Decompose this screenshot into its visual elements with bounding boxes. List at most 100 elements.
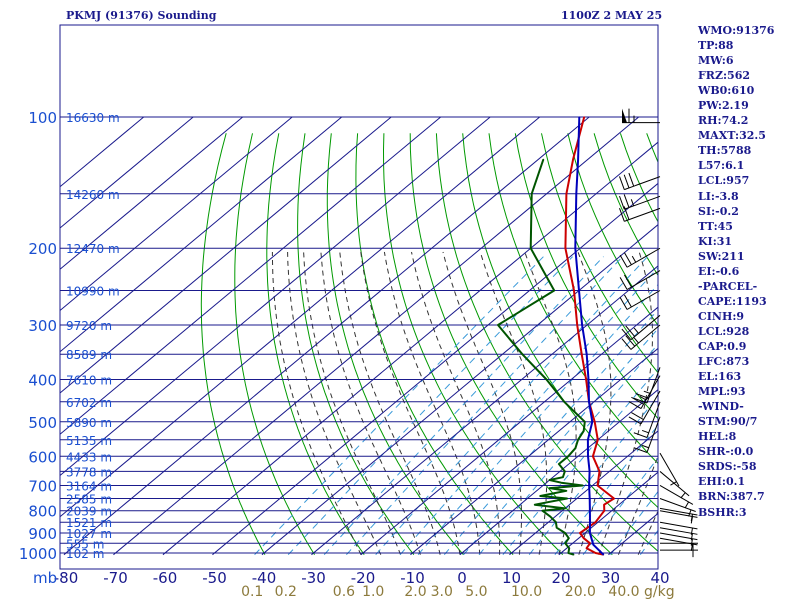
temperature-point xyxy=(581,353,583,355)
isotherm xyxy=(261,224,658,556)
index-item: SW:211 xyxy=(698,249,745,263)
wind-barb-half xyxy=(641,444,649,449)
wind-barb-staff xyxy=(659,452,680,487)
wind-barb-half xyxy=(633,327,639,334)
parcel-point xyxy=(589,497,591,500)
dewpoint-point xyxy=(564,470,566,472)
wind-barb-full xyxy=(623,174,630,189)
sounding-indices-list: WMO:91376 TP:88 MW:6 FRZ:562 WB0:610 PW:2.19 R… xyxy=(698,23,774,520)
dewpoint-point xyxy=(549,487,551,489)
wind-barb-half xyxy=(684,501,690,509)
wind-barb-staff xyxy=(646,401,661,438)
dewpoint-point xyxy=(568,537,570,539)
wind-barb-staff xyxy=(646,367,661,404)
parcel-point xyxy=(591,421,593,423)
dry-adiabat xyxy=(266,133,365,555)
pressure-tick-label: 100 xyxy=(28,109,57,127)
wind-barb xyxy=(659,532,698,546)
mixing-ratio-line xyxy=(287,256,573,556)
wind-barb xyxy=(659,498,696,517)
temperature-point xyxy=(613,497,615,500)
wind-barb-full xyxy=(625,325,636,337)
wind-barb xyxy=(659,510,698,524)
index-item: SRDS:-58 xyxy=(698,460,757,474)
temperature-trace xyxy=(564,116,615,556)
dewpoint-point xyxy=(549,479,551,481)
height-label: 9720 m xyxy=(66,319,112,333)
wind-barb-full xyxy=(623,206,630,220)
temperature-point xyxy=(583,537,585,539)
wind-barb-staff xyxy=(659,521,698,530)
moist-adiabat xyxy=(411,251,501,555)
mixing-ratio-line xyxy=(323,256,604,556)
wind-barb-pennant xyxy=(622,108,627,123)
temperature-point xyxy=(579,532,581,534)
isotherm xyxy=(60,116,293,312)
wind-barb xyxy=(660,542,698,551)
wind-barb-full xyxy=(623,194,630,208)
wind-barb xyxy=(660,549,698,558)
mixing-ratio-label: 0.6 xyxy=(333,584,355,600)
wind-barb-staff xyxy=(659,510,698,518)
dry-adiabat xyxy=(409,133,613,556)
pressure-tick-label: 200 xyxy=(28,240,57,258)
height-label: 5135 m xyxy=(66,434,112,448)
wind-barb xyxy=(633,401,661,438)
isotherm xyxy=(60,116,194,229)
dewpoint-point xyxy=(583,430,585,432)
mixing-ratio-line xyxy=(582,457,658,556)
wind-barb-full xyxy=(633,447,648,453)
pressure-tick-label: 900 xyxy=(28,525,57,543)
temperature-tick-label: 30 xyxy=(601,569,620,587)
temperature-point xyxy=(597,439,599,441)
parcel-point xyxy=(589,470,591,472)
wind-barb-full xyxy=(633,432,648,438)
temperature-point xyxy=(603,510,605,512)
dry-adiabat xyxy=(778,133,800,554)
dry-adiabat xyxy=(541,133,658,374)
wind-barb xyxy=(659,485,694,509)
wind-barb-half xyxy=(690,516,693,524)
parcel-point xyxy=(589,532,591,534)
isotherm xyxy=(60,116,442,435)
mixing-ratio-label: 40.0 xyxy=(608,584,639,600)
dewpoint-point xyxy=(552,492,554,494)
wind-barb xyxy=(659,452,680,487)
moist-adiabat xyxy=(303,251,402,555)
dewpoint-point xyxy=(556,527,558,529)
mixing-ratio-line xyxy=(346,256,623,556)
pressure-tick-label: 1000 xyxy=(19,545,57,563)
wind-barb-staff xyxy=(624,207,661,222)
temperature-point xyxy=(586,547,588,549)
mixing-ratio-line xyxy=(528,396,658,556)
height-label: 10990 m xyxy=(66,285,120,299)
wind-barb xyxy=(619,247,661,268)
wind-barb-staff xyxy=(659,471,690,497)
isotherm xyxy=(60,116,392,394)
index-item: SI:-0.2 xyxy=(698,204,739,218)
dewpoint-point xyxy=(545,378,548,381)
isotherm xyxy=(60,116,244,270)
wind-barb-full xyxy=(631,396,644,405)
mixing-ratio-line xyxy=(478,343,658,556)
index-item: MW:6 xyxy=(698,54,734,68)
height-label: 4433 m xyxy=(66,450,112,464)
wind-barb xyxy=(628,375,661,410)
plot-frame xyxy=(59,24,659,570)
temperature-point xyxy=(576,324,578,326)
index-item: TP:88 xyxy=(698,39,734,53)
dewpoint-point xyxy=(568,547,570,549)
isotherm xyxy=(60,116,491,477)
moist-adiabat xyxy=(320,251,421,555)
temperature-tick-label: -30 xyxy=(301,569,326,587)
isotherm xyxy=(509,430,658,556)
dry-adiabat xyxy=(200,133,266,555)
wind-barb xyxy=(621,324,661,350)
dry-adiabat xyxy=(382,133,564,556)
wind-barb-staff xyxy=(630,324,661,350)
index-item: FRZ:562 xyxy=(698,69,751,83)
height-label: 12470 m xyxy=(66,242,120,256)
dewpoint-point xyxy=(497,324,499,326)
wind-barb-staff xyxy=(640,375,661,409)
dewpoint-point xyxy=(564,542,566,544)
